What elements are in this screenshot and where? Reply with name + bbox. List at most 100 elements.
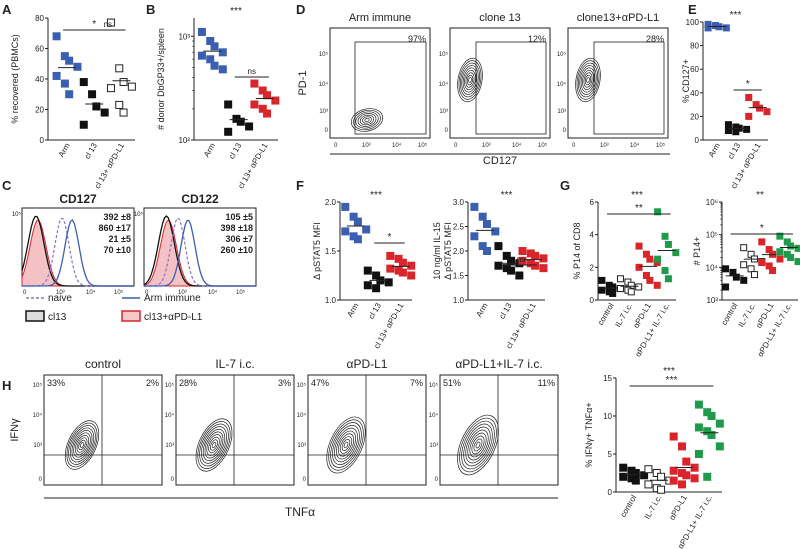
y-tick-label: 0	[40, 136, 45, 145]
legend-label: cl13+αPD-L1	[144, 312, 203, 323]
y-tick-label: 3.0	[453, 198, 465, 207]
y-axis-label: % P14 of CD8	[572, 222, 582, 279]
data-point	[640, 471, 649, 480]
y-tick-label: 0	[39, 477, 43, 483]
x-tick-label: 10⁵	[114, 289, 124, 296]
y-axis-label: # P14+	[692, 237, 702, 266]
data-point	[263, 91, 272, 100]
data-point	[776, 232, 784, 240]
data-point	[707, 431, 716, 439]
data-point	[539, 264, 548, 273]
data-point	[398, 258, 407, 267]
y-tick-label: 10⁴	[706, 263, 719, 272]
data-point	[776, 248, 784, 256]
data-point	[694, 400, 703, 409]
contour-line	[463, 423, 493, 467]
data-point	[776, 255, 784, 263]
x-tick-label: cl 13	[367, 301, 384, 321]
y-tick-label: 10³	[33, 443, 42, 449]
x-tick-label: IL-7 i.c.	[643, 494, 664, 521]
data-point	[119, 78, 128, 87]
y-tick-label: 60	[690, 65, 699, 74]
y-axis-label: Δ pSTAT5 MFI	[443, 222, 453, 280]
flow-x-axis-label: CD127	[483, 155, 517, 167]
data-point	[363, 281, 372, 290]
contour-line	[362, 116, 372, 124]
data-point	[478, 212, 487, 221]
contour-line	[364, 118, 370, 122]
y-axis-label: Δ pSTAT5 MFI	[312, 222, 322, 280]
x-tick-label: cl 13	[497, 301, 514, 321]
data-point	[518, 247, 527, 255]
y-tick-label: 10³	[297, 443, 306, 449]
contour-line	[79, 442, 85, 448]
gate-percent: 12%	[528, 34, 546, 44]
data-point	[197, 27, 206, 36]
y-tick-label: 100	[686, 18, 700, 27]
contour-line	[211, 442, 217, 448]
data-point	[100, 108, 109, 117]
data-point	[664, 275, 672, 283]
contour-line	[350, 108, 384, 132]
data-point	[677, 442, 686, 451]
y-tick-label: 10⁴	[33, 412, 43, 419]
histogram-stat: 70 ±10	[104, 245, 131, 255]
contour-line	[64, 420, 100, 470]
y-tick-label: 10⁴	[557, 81, 567, 88]
significance-label: *	[92, 19, 96, 30]
contour-line	[68, 425, 96, 465]
y-tick-label: 1.5	[325, 247, 337, 256]
data-point	[743, 125, 751, 133]
data-point	[664, 240, 672, 248]
flow-panel-H: control 33% 2% 10⁵ 10⁴ 10³ 0 IL-7 i.c. 28% 3% 10⁵ 1…	[9, 357, 559, 519]
y-tick-label: 40	[690, 89, 699, 98]
quadrant-ul-pct: 28%	[179, 378, 197, 388]
data-point	[715, 419, 724, 428]
y-tick-label: 10⁵	[439, 51, 449, 58]
data-point	[682, 457, 691, 466]
contour-line	[465, 426, 491, 464]
data-point	[362, 225, 371, 234]
significance-stars: ***	[730, 10, 742, 21]
data-point	[644, 480, 653, 489]
x-tick-label: 10⁴	[512, 142, 522, 149]
x-tick-label: cl 13	[83, 141, 100, 161]
data-point	[79, 120, 88, 129]
data-point	[669, 432, 678, 441]
x-tick-label: αPD-L1	[667, 493, 689, 522]
quadrant-ul-pct: 51%	[443, 378, 461, 388]
data-point	[635, 242, 643, 250]
contour-line	[471, 435, 485, 455]
y-tick-label: 10³	[429, 443, 438, 449]
data-point	[616, 275, 624, 283]
y-axis-label: # donor DbGP33+/spleen	[156, 28, 166, 130]
y-tick-label: 6	[590, 198, 595, 207]
y-tick-label: 0	[171, 477, 175, 483]
y-tick-label: 10³	[439, 109, 448, 115]
significance-stars: ***	[370, 190, 382, 201]
flow-plot-frame	[43, 374, 163, 486]
data-point	[531, 251, 540, 260]
data-point	[758, 238, 766, 246]
y-tick-label: 2.0	[325, 198, 337, 207]
y-tick-label: 10³	[706, 296, 718, 305]
data-point	[677, 480, 686, 489]
contour-line	[458, 60, 482, 100]
data-point	[218, 48, 227, 57]
significance-label: ns	[248, 67, 256, 76]
contour-line	[461, 65, 479, 95]
histogram-stat: 260 ±10	[221, 245, 253, 255]
data-point	[115, 100, 124, 109]
flow-plot-title: clone13+αPD-L1	[577, 12, 660, 24]
legend-swatch	[25, 310, 45, 322]
flow-panel-D: Arm immune 97% 10⁵ 10⁴ 10³ 0 0 10³ 10⁴ 10⁵ clone 1…	[297, 12, 670, 167]
data-point	[724, 127, 732, 135]
data-point	[745, 94, 753, 102]
data-point	[372, 284, 381, 293]
x-tick-label: Arm	[202, 141, 217, 158]
y-tick-label: 2.0	[453, 247, 465, 256]
flow-plot-frame	[307, 374, 427, 486]
